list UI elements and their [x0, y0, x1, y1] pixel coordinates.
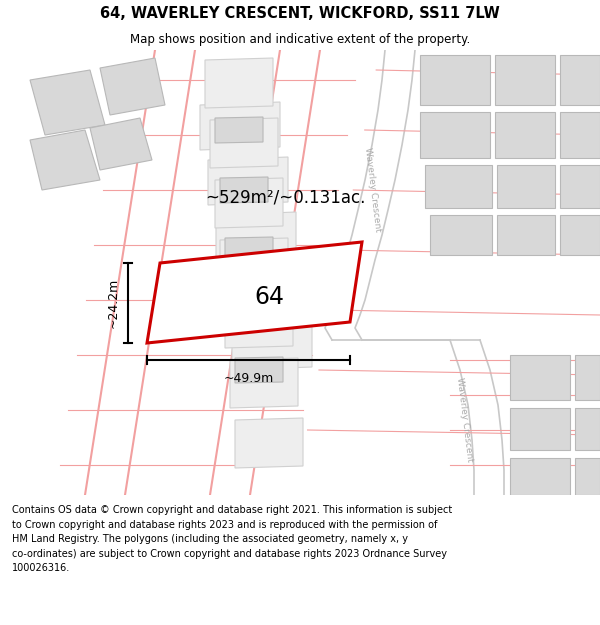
Polygon shape — [90, 118, 152, 170]
Polygon shape — [235, 418, 303, 468]
Text: ~529m²/~0.131ac.: ~529m²/~0.131ac. — [205, 189, 365, 207]
Polygon shape — [220, 177, 268, 203]
Polygon shape — [225, 237, 273, 263]
Polygon shape — [232, 322, 312, 370]
Polygon shape — [224, 267, 304, 315]
Polygon shape — [575, 355, 600, 400]
Polygon shape — [575, 458, 600, 495]
Polygon shape — [510, 458, 570, 495]
Polygon shape — [575, 408, 600, 450]
Polygon shape — [235, 357, 283, 383]
Polygon shape — [215, 178, 283, 228]
Polygon shape — [207, 268, 305, 318]
Polygon shape — [147, 242, 362, 343]
Polygon shape — [215, 117, 263, 143]
Polygon shape — [210, 118, 278, 168]
Polygon shape — [200, 102, 280, 150]
Polygon shape — [220, 238, 288, 288]
Polygon shape — [30, 70, 105, 135]
Polygon shape — [30, 130, 100, 190]
Text: ~49.9m: ~49.9m — [223, 372, 274, 385]
Polygon shape — [560, 55, 600, 105]
Polygon shape — [510, 408, 570, 450]
Polygon shape — [430, 215, 492, 255]
Polygon shape — [216, 212, 296, 260]
Text: Waverley Crescent: Waverley Crescent — [364, 148, 383, 232]
Polygon shape — [420, 112, 490, 158]
Polygon shape — [497, 165, 555, 208]
Polygon shape — [208, 157, 288, 205]
Polygon shape — [100, 58, 165, 115]
Polygon shape — [510, 355, 570, 400]
Polygon shape — [560, 215, 600, 255]
Polygon shape — [560, 165, 600, 208]
Text: Map shows position and indicative extent of the property.: Map shows position and indicative extent… — [130, 32, 470, 46]
Polygon shape — [425, 165, 492, 208]
Polygon shape — [560, 112, 600, 158]
Text: Contains OS data © Crown copyright and database right 2021. This information is : Contains OS data © Crown copyright and d… — [12, 506, 452, 573]
Polygon shape — [420, 55, 490, 105]
Polygon shape — [230, 358, 298, 408]
Polygon shape — [497, 215, 555, 255]
Text: 64, WAVERLEY CRESCENT, WICKFORD, SS11 7LW: 64, WAVERLEY CRESCENT, WICKFORD, SS11 7L… — [100, 6, 500, 21]
Polygon shape — [495, 112, 555, 158]
Polygon shape — [230, 297, 278, 323]
Polygon shape — [205, 58, 273, 108]
Text: Waverley Crescent: Waverley Crescent — [455, 378, 475, 462]
Polygon shape — [495, 55, 555, 105]
Text: 64: 64 — [255, 286, 285, 309]
Polygon shape — [225, 298, 293, 348]
Text: ~24.2m: ~24.2m — [107, 278, 120, 328]
